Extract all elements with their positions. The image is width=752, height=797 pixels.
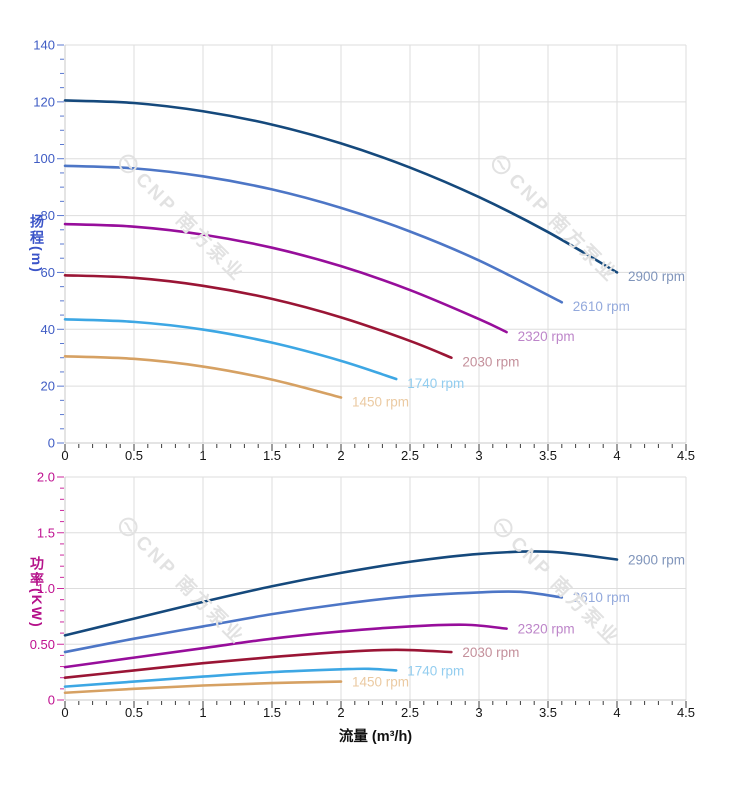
x-tick-label: 4	[613, 448, 620, 463]
y-tick-label: 80	[41, 208, 55, 223]
curve-2900-rpm	[63, 550, 619, 637]
curve-label-2030-rpm: 2030 rpm	[462, 355, 519, 370]
power-axis-title: 功率(KW)	[29, 556, 45, 629]
x-tick-label: 2	[337, 448, 344, 463]
head-axis-title: 扬程(m)	[29, 214, 45, 274]
x-tick-label: 4.5	[677, 705, 695, 720]
x-tick-label: 4.5	[677, 448, 695, 463]
x-tick-label: 3.5	[539, 705, 557, 720]
y-tick-label: 40	[41, 322, 55, 337]
x-tick-label: 1	[199, 705, 206, 720]
curve-label-1740-rpm: 1740 rpm	[407, 663, 464, 678]
x-tick-label: 2.5	[401, 448, 419, 463]
x-tick-label: 2	[337, 705, 344, 720]
y-tick-label: 140	[33, 38, 55, 53]
curve-2610-rpm	[63, 164, 564, 304]
curve-label-1450-rpm: 1450 rpm	[352, 394, 409, 409]
y-tick-label: 20	[41, 379, 55, 394]
x-tick-label: 0	[61, 705, 68, 720]
y-tick-label: 0.50	[30, 637, 55, 652]
x-tick-label: 0	[61, 448, 68, 463]
curve-2320-rpm	[63, 222, 508, 334]
power-chart: 0 0.5 1 1.5 2 2.5 3 3.5 4 4.5 0 0.50 1.0 1.5 2.0 2900 r…	[30, 470, 695, 721]
curve-1740-rpm	[63, 667, 398, 688]
y-tick-label: 2.0	[37, 470, 55, 485]
curve-2900-rpm	[63, 99, 619, 274]
y-tick-label: 60	[41, 265, 55, 280]
curve-label-2900-rpm: 2900 rpm	[628, 269, 685, 284]
curve-2320-rpm	[63, 623, 508, 669]
x-tick-label: 1.5	[263, 448, 281, 463]
curve-label-2320-rpm: 2320 rpm	[518, 329, 575, 344]
x-tick-label: 1	[199, 448, 206, 463]
y-tick-label: 120	[33, 94, 55, 109]
x-tick-label: 0.5	[125, 705, 143, 720]
curve-label-1740-rpm: 1740 rpm	[407, 376, 464, 391]
curve-1450-rpm	[63, 680, 343, 695]
x-tick-label: 2.5	[401, 705, 419, 720]
x-tick-label: 3.5	[539, 448, 557, 463]
x-tick-label: 3	[475, 705, 482, 720]
head-chart: 0 0.5 1 1.5 2 2.5 3 3.5 4 4.5 0 20 40 60 80 100 120 140 29…	[33, 38, 695, 464]
y-tick-label: 100	[33, 151, 55, 166]
curve-label-1450-rpm: 1450 rpm	[352, 674, 409, 689]
curve-1450-rpm	[63, 354, 343, 399]
x-tick-label: 3	[475, 448, 482, 463]
curve-2610-rpm	[63, 590, 564, 654]
y-tick-label: 0	[48, 693, 55, 708]
flow-axis-title: 流量 (m³/h)	[338, 729, 413, 745]
curve-1740-rpm	[63, 318, 398, 381]
x-tick-label: 4	[613, 705, 620, 720]
curve-label-2610-rpm: 2610 rpm	[573, 590, 630, 605]
x-tick-label: 0.5	[125, 448, 143, 463]
x-tick-label: 1.5	[263, 705, 281, 720]
y-tick-label: 1.0	[37, 581, 55, 596]
curve-label-2030-rpm: 2030 rpm	[462, 645, 519, 660]
curve-2030-rpm	[63, 273, 453, 360]
curve-label-2900-rpm: 2900 rpm	[628, 552, 685, 567]
curve-label-2320-rpm: 2320 rpm	[518, 621, 575, 636]
y-tick-label: 0	[48, 436, 55, 451]
curve-2030-rpm	[63, 648, 453, 679]
y-tick-label: 1.5	[37, 525, 55, 540]
curve-label-2610-rpm: 2610 rpm	[573, 299, 630, 314]
